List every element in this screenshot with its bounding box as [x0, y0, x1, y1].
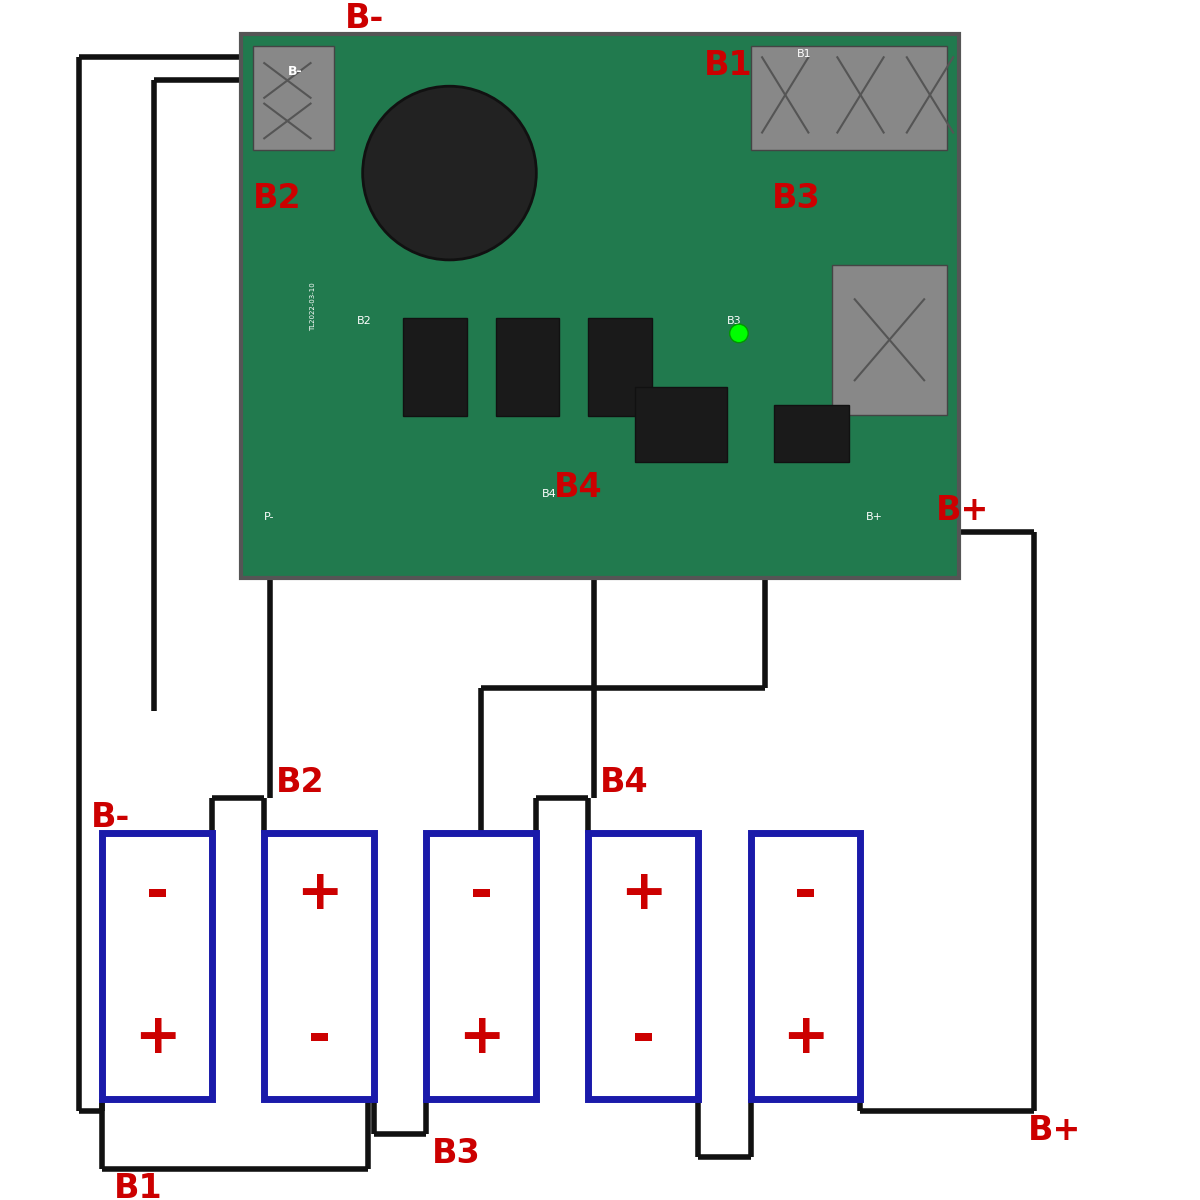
Bar [832, 264, 947, 415]
Bar [102, 833, 212, 1099]
Bar [241, 34, 959, 578]
Text: TL2022-03-10: TL2022-03-10 [311, 282, 317, 330]
Bar [750, 833, 860, 1099]
Circle shape [730, 324, 748, 343]
Text: B+: B+ [936, 494, 989, 527]
Text: B2: B2 [276, 767, 324, 799]
Text: +: + [620, 868, 667, 922]
Text: B2: B2 [356, 316, 372, 325]
Text: -: - [307, 1012, 331, 1066]
Bar [253, 46, 334, 150]
Bar [426, 833, 536, 1099]
Text: B+: B+ [866, 512, 883, 522]
Text: B4: B4 [600, 767, 649, 799]
Text: +: + [458, 1012, 504, 1066]
Circle shape [362, 86, 536, 260]
Text: +: + [296, 868, 342, 922]
Text: B3: B3 [432, 1136, 481, 1170]
Text: B+: B+ [1028, 1114, 1081, 1147]
Text: B-: B- [346, 2, 384, 35]
Bar [496, 318, 559, 416]
Text: -: - [794, 868, 817, 922]
Bar [774, 404, 848, 462]
Text: B1: B1 [797, 49, 811, 59]
Text: -: - [145, 868, 169, 922]
Text: B1: B1 [703, 49, 752, 82]
Bar [264, 833, 374, 1099]
Text: B2: B2 [253, 182, 301, 215]
Text: B3: B3 [773, 182, 821, 215]
Text: +: + [782, 1012, 829, 1066]
Bar [403, 318, 467, 416]
Bar [588, 318, 652, 416]
Text: B-: B- [90, 802, 130, 834]
Text: B4: B4 [542, 490, 557, 499]
Bar [750, 46, 947, 150]
Text: B4: B4 [553, 470, 602, 504]
Text: +: + [134, 1012, 180, 1066]
Text: B1: B1 [114, 1171, 162, 1200]
Text: -: - [470, 868, 493, 922]
Text: P-: P- [264, 512, 275, 522]
Bar [588, 833, 698, 1099]
Text: B-: B- [288, 65, 302, 78]
Bar [635, 388, 727, 462]
Text: B3: B3 [727, 316, 742, 325]
Text: -: - [632, 1012, 655, 1066]
